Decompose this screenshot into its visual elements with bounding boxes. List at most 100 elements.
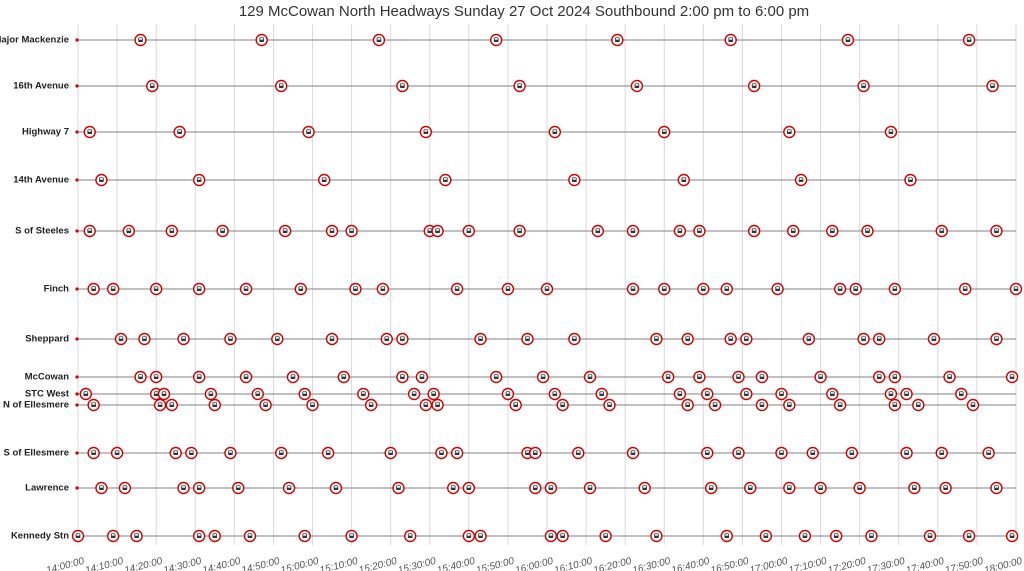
bus-marker (165, 398, 179, 412)
bus-marker (204, 387, 218, 401)
bus-icon (75, 533, 81, 538)
bus-icon (1009, 533, 1015, 538)
bus-icon (560, 533, 565, 538)
x-tick-label: 14:20:00 (123, 556, 164, 571)
bus-window (600, 392, 604, 394)
bus-window (877, 375, 881, 377)
bus-window (467, 534, 471, 536)
bus-marker (489, 370, 503, 384)
bus-marker (958, 282, 972, 296)
bus-icon (548, 533, 554, 538)
bus-marker (775, 387, 788, 401)
stop-label: Sheppard (25, 334, 69, 345)
bus-window (865, 229, 869, 231)
bus-icon (763, 533, 769, 538)
bus-marker (439, 173, 452, 187)
bus-icon (845, 37, 851, 42)
bus-window (748, 486, 752, 488)
bus-marker (192, 282, 206, 296)
x-tick-label: 14:50:00 (240, 556, 281, 571)
bus-window (697, 229, 701, 231)
bus-window (553, 130, 557, 132)
bus-marker (83, 224, 96, 238)
bus-window (76, 534, 80, 536)
bus-window (807, 337, 811, 339)
bus-window (967, 38, 971, 40)
bus-icon (493, 37, 499, 42)
bus-window (135, 534, 139, 536)
x-tick-label: 16:10:00 (553, 556, 594, 571)
bus-window (170, 403, 174, 405)
bus-window (369, 403, 373, 405)
bus-icon (966, 533, 972, 538)
bus-window (334, 486, 338, 488)
bus-window (819, 486, 823, 488)
bus-marker (521, 332, 534, 346)
bus-marker (935, 224, 948, 238)
bus-marker (544, 481, 558, 495)
bus-window (127, 229, 131, 231)
stop-dot (75, 403, 79, 407)
bus-window (533, 486, 537, 488)
bus-window (326, 451, 330, 453)
bus-icon (138, 37, 143, 42)
bus-marker (724, 332, 737, 346)
bus-icon (478, 533, 483, 538)
bus-marker (251, 387, 264, 401)
bus-marker (192, 370, 206, 384)
bus-window (209, 392, 213, 394)
bus-marker (626, 446, 640, 460)
bus-marker (732, 446, 745, 460)
bus-marker (556, 529, 569, 543)
bus-icon (603, 533, 608, 538)
bus-marker (325, 224, 339, 238)
bus-marker (294, 282, 307, 296)
bus-marker (771, 282, 784, 296)
bus-marker (888, 282, 902, 296)
bus-marker (681, 398, 694, 412)
bus-marker (548, 125, 562, 139)
bus-window (228, 337, 232, 339)
bus-window (514, 403, 518, 405)
bus-marker (650, 332, 663, 346)
stop-dot (75, 392, 79, 396)
bus-marker (149, 282, 163, 296)
bus-icon (247, 533, 253, 538)
bus-window (928, 534, 932, 536)
bus-icon (966, 37, 972, 42)
bus-window (283, 229, 287, 231)
bus-marker (337, 370, 350, 384)
bus-window (780, 392, 783, 394)
bus-icon (302, 533, 307, 538)
bus-marker (474, 529, 487, 543)
bus-window (170, 229, 174, 231)
bus-window (479, 337, 483, 339)
bus-window (178, 130, 182, 132)
x-tick-label: 17:00:00 (749, 556, 790, 571)
bus-marker (755, 398, 769, 412)
bus-window (385, 337, 389, 339)
bus-window (88, 229, 92, 231)
x-tick-label: 15:20:00 (358, 556, 399, 571)
stop-dot (75, 130, 79, 134)
bus-marker (1005, 529, 1019, 543)
bus-marker (349, 282, 362, 296)
bus-window (838, 287, 842, 289)
bus-window (893, 403, 897, 405)
bus-window (111, 534, 115, 536)
bus-marker (802, 332, 816, 346)
bus-marker (536, 370, 550, 384)
bus-marker (404, 529, 417, 543)
bus-window (494, 38, 498, 40)
bus-window (858, 486, 862, 488)
bus-window (776, 287, 780, 289)
x-tick-label: 14:30:00 (162, 556, 203, 571)
bus-window (123, 486, 127, 488)
bus-window (737, 375, 741, 377)
bus-marker (658, 282, 671, 296)
bus-window (912, 486, 916, 488)
bus-window (139, 38, 143, 40)
bus-marker (681, 332, 694, 346)
bus-window (588, 375, 592, 377)
bus-window (400, 84, 404, 86)
